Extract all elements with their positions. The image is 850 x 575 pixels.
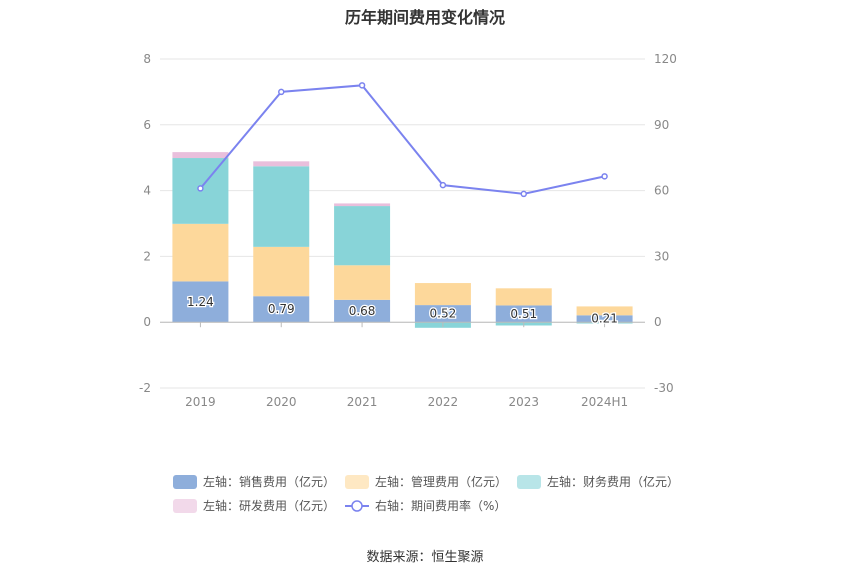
bar-value-label: 0.52: [430, 307, 457, 321]
x-axis: 2019 2020 2021 2022 2023 2024H1: [160, 321, 645, 409]
bar-value-label: 0.51: [510, 307, 537, 321]
bar-value-label: 1.24: [187, 295, 214, 309]
legend-swatch: [173, 499, 197, 513]
rate-point: [197, 185, 204, 192]
bar-segment: [253, 296, 310, 323]
bar-value-label: 0.21: [591, 312, 618, 326]
legend-swatch: [345, 475, 369, 489]
bar-segment: [414, 305, 471, 323]
x-tick-label: 2020: [266, 395, 297, 409]
bar-value-label: 0.79: [268, 302, 295, 316]
rate-point: [278, 88, 285, 96]
x-tick-label: 2024H1: [581, 395, 628, 409]
data-source: 数据来源：恒生聚源: [366, 550, 484, 565]
rate-line-path: [199, 84, 605, 195]
legend-swatch: [173, 475, 197, 489]
right-axis-ticks: -30 0 30 60 90 120: [654, 52, 677, 395]
right-tick-label: 90: [654, 118, 669, 132]
right-tick-label: 0: [654, 315, 662, 329]
bar-segment: [172, 152, 229, 159]
bar-segment: [576, 315, 633, 323]
left-tick-label: 8: [143, 52, 151, 66]
right-tick-label: 30: [654, 249, 669, 263]
legend-swatch: [517, 475, 541, 489]
bar-segment: [253, 166, 310, 247]
left-tick-label: 6: [143, 118, 151, 132]
legend: 左轴：销售费用（亿元） 左轴：管理费用（亿元） 左轴：财务费用（亿元） 左轴：研发费用…: [173, 474, 679, 513]
rate-point: [439, 181, 447, 189]
legend-label: 左轴：财务费用（亿元）: [547, 474, 679, 489]
left-tick-label: 0: [143, 315, 151, 329]
left-axis-ticks: -2 0 2 4 6 8: [139, 52, 151, 395]
bar-segment: [253, 246, 310, 297]
grid-lines: [160, 58, 645, 389]
legend-label: 左轴：研发费用（亿元）: [203, 498, 335, 513]
left-tick-label: 4: [143, 184, 151, 198]
bar-segment: [576, 306, 633, 316]
rate-line: [197, 82, 608, 198]
bars: [172, 152, 633, 328]
legend-label: 左轴：销售费用（亿元）: [203, 474, 335, 489]
right-tick-label: 120: [654, 52, 677, 66]
rate-point: [601, 173, 608, 180]
bar-segment: [172, 281, 229, 323]
rate-point: [520, 190, 527, 198]
bar-segment: [495, 288, 552, 306]
x-tick-label: 2019: [185, 395, 216, 409]
bar-segment: [253, 161, 310, 167]
x-tick-label: 2022: [428, 395, 459, 409]
bar-segment: [334, 203, 391, 207]
bar-value-label: 0.68: [349, 304, 376, 318]
bar-value-labels: 1.24 0.79 0.68 0.52 0.51 0.21: [186, 294, 619, 327]
bar-segment: [334, 206, 391, 266]
bar-segment: [414, 283, 471, 306]
bar-segment: [172, 223, 229, 282]
bar-segment: [334, 265, 391, 300]
legend-label: 左轴：管理费用（亿元）: [375, 474, 507, 489]
left-tick-label: 2: [143, 249, 151, 263]
chart-title: 历年期间费用变化情况: [344, 8, 505, 27]
rate-point: [358, 82, 366, 89]
legend-label: 右轴：期间费用率（%）: [375, 498, 506, 513]
bar-segment: [334, 299, 391, 323]
left-tick-label: -2: [139, 381, 151, 395]
legend-line-marker: [351, 500, 363, 512]
bar-segment: [495, 305, 552, 323]
right-tick-label: 60: [654, 184, 669, 198]
x-tick-label: 2021: [347, 395, 378, 409]
right-tick-label: -30: [654, 381, 674, 395]
x-tick-label: 2023: [508, 395, 539, 409]
